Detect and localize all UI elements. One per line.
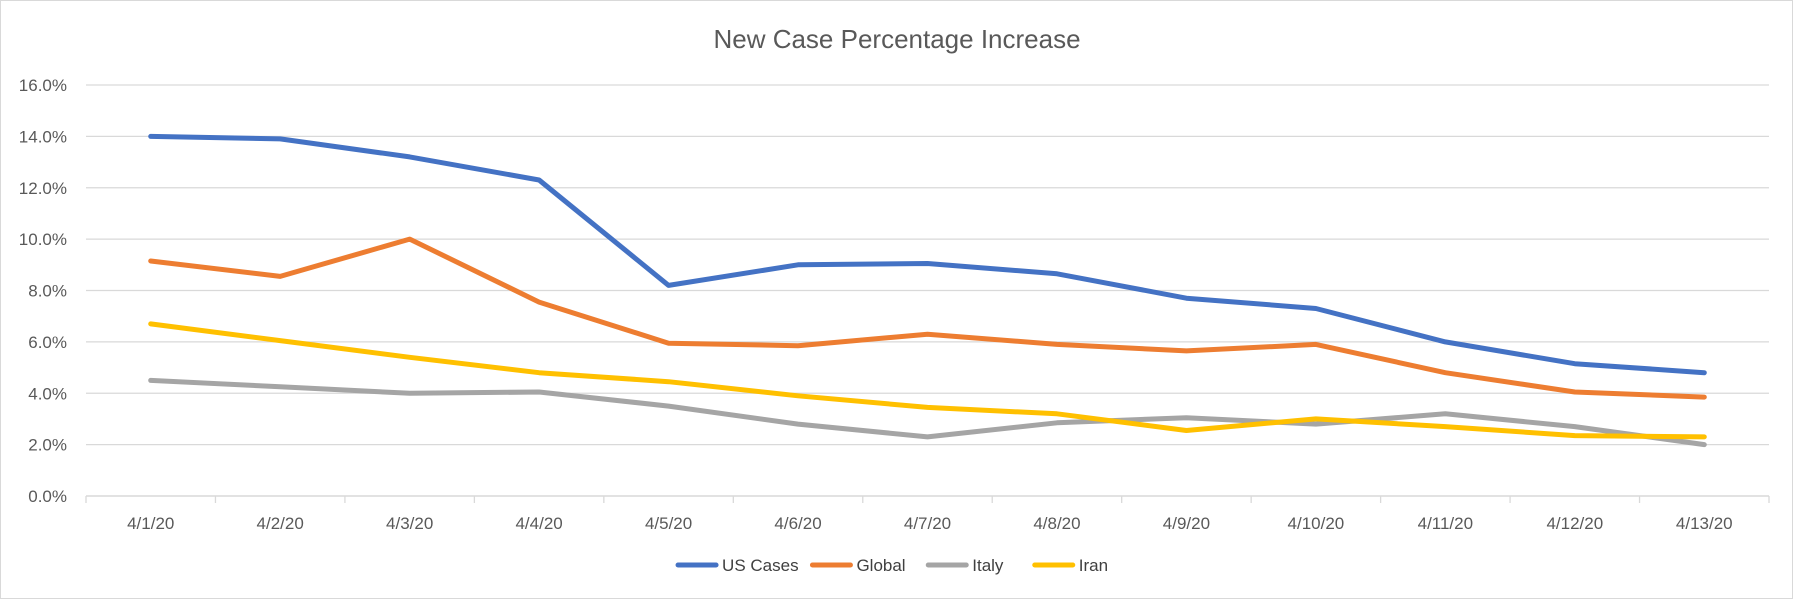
legend-item-global: Global — [809, 556, 906, 575]
series-line-global — [148, 236, 1707, 400]
x-tick-label: 4/6/20 — [774, 514, 821, 533]
legend-item-italy: Italy — [925, 556, 1004, 575]
series-line-iran — [148, 321, 1707, 440]
legend-label: Italy — [972, 556, 1004, 575]
x-tick-label: 4/3/20 — [386, 514, 433, 533]
x-tick-label: 4/13/20 — [1676, 514, 1733, 533]
x-tick-label: 4/5/20 — [645, 514, 692, 533]
series-line-italy — [148, 377, 1707, 448]
x-tick-label: 4/9/20 — [1163, 514, 1210, 533]
y-tick-label: 12.0% — [19, 179, 67, 198]
x-tick-label: 4/4/20 — [515, 514, 562, 533]
x-tick-label: 4/7/20 — [904, 514, 951, 533]
legend-label: Iran — [1079, 556, 1108, 575]
legend: US Cases Global Italy Iran — [675, 556, 1108, 575]
x-tick-label: 4/12/20 — [1546, 514, 1603, 533]
y-tick-label: 8.0% — [28, 282, 67, 301]
x-tick-label: 4/10/20 — [1288, 514, 1345, 533]
y-tick-label: 2.0% — [28, 436, 67, 455]
x-tick-label: 4/11/20 — [1418, 514, 1473, 533]
y-axis-tick-labels: 0.0% 2.0% 4.0% 6.0% 8.0% 10.0% 12.0% 14.0% 16.0% — [19, 76, 67, 506]
y-tick-label: 16.0% — [19, 76, 67, 95]
x-tick-label: 4/8/20 — [1033, 514, 1080, 533]
series-lines — [148, 133, 1707, 448]
legend-label: Global — [856, 556, 905, 575]
y-tick-label: 10.0% — [19, 230, 67, 249]
x-tick-label: 4/2/20 — [257, 514, 304, 533]
legend-label: US Cases — [722, 556, 799, 575]
y-tick-label: 0.0% — [28, 487, 67, 506]
chart-title: New Case Percentage Increase — [713, 24, 1080, 54]
legend-item-us-cases: US Cases — [675, 556, 799, 575]
x-axis: 4/1/20 4/2/20 4/3/20 4/4/20 4/5/20 4/6/20 4/7/… — [85, 495, 1770, 533]
legend-item-iran: Iran — [1032, 556, 1108, 575]
y-tick-label: 6.0% — [28, 333, 67, 352]
y-tick-label: 14.0% — [19, 127, 67, 146]
y-tick-label: 4.0% — [28, 384, 67, 403]
series-line-us-cases — [148, 133, 1707, 376]
x-tick-label: 4/1/20 — [127, 514, 174, 533]
